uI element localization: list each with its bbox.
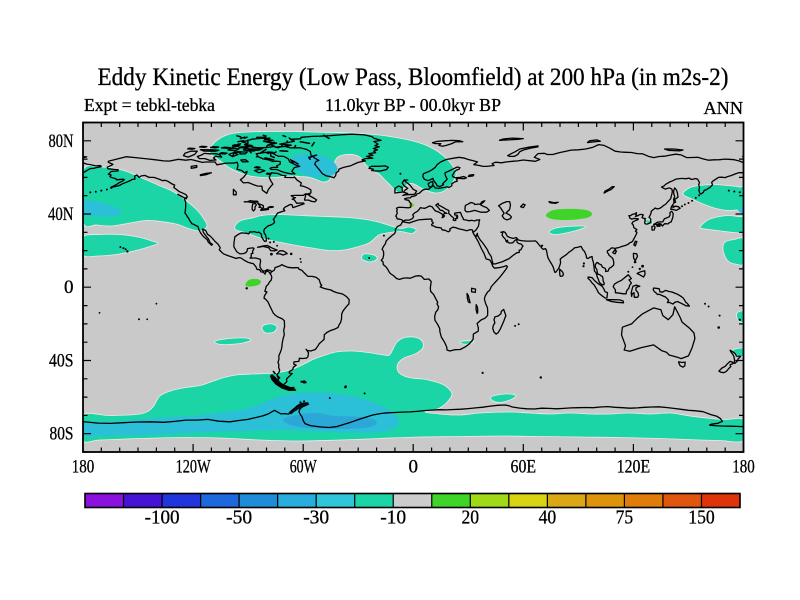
svg-text:180: 180 (732, 457, 755, 478)
svg-text:120E: 120E (617, 457, 651, 478)
svg-text:0: 0 (64, 277, 74, 298)
svg-text:11.0kyr BP - 00.0kyr BP: 11.0kyr BP - 00.0kyr BP (325, 95, 501, 115)
svg-text:0: 0 (408, 457, 418, 478)
svg-text:75: 75 (616, 507, 634, 529)
svg-text:-10: -10 (380, 507, 406, 529)
svg-text:40: 40 (539, 507, 557, 529)
svg-text:120W: 120W (176, 457, 211, 478)
svg-text:Eddy Kinetic Energy (Low Pass,: Eddy Kinetic Energy (Low Pass, Bloomfiel… (98, 64, 729, 91)
svg-text:180: 180 (72, 457, 95, 478)
svg-text:-50: -50 (226, 507, 252, 529)
svg-text:40S: 40S (49, 351, 74, 372)
svg-text:80N: 80N (49, 131, 74, 152)
svg-text:40N: 40N (48, 204, 74, 225)
svg-text:80S: 80S (50, 424, 74, 445)
svg-text:Expt = tebkl-tebka: Expt = tebkl-tebka (84, 95, 215, 115)
svg-text:60E: 60E (511, 457, 537, 478)
svg-text:ANN: ANN (704, 98, 744, 118)
svg-text:-30: -30 (303, 507, 329, 529)
svg-text:-100: -100 (145, 507, 180, 529)
svg-text:20: 20 (462, 507, 480, 529)
svg-text:60W: 60W (290, 457, 317, 478)
svg-text:150: 150 (688, 507, 715, 529)
